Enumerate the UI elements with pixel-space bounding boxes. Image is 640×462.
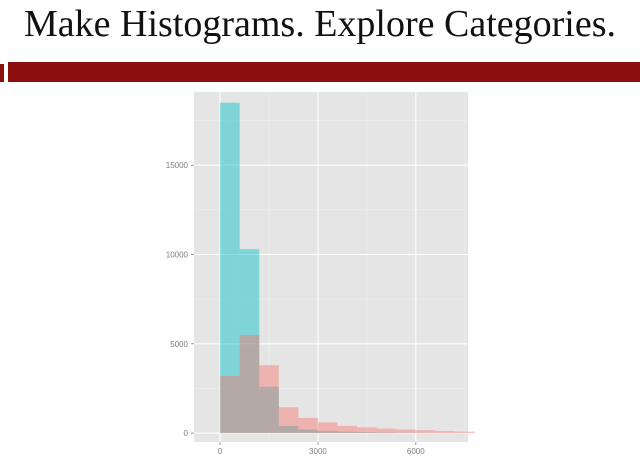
- plot-panel: [194, 92, 468, 442]
- histogram-bar-series-2: [298, 417, 318, 434]
- y-tick-label: 5000: [170, 340, 188, 349]
- histogram-bar-series-1: [357, 432, 377, 434]
- histogram-bar-series-2: [239, 334, 260, 434]
- x-tick-label: 6000: [407, 447, 425, 456]
- histogram-bar-series-1: [337, 431, 358, 434]
- histogram-bar-series-2: [454, 431, 475, 434]
- histogram-bar-series-1: [278, 425, 299, 434]
- histogram-bar-series-2: [415, 430, 436, 434]
- title-rule: [8, 62, 640, 82]
- histogram-bar-series-2: [396, 429, 416, 434]
- histogram-bar-series-1: [259, 386, 279, 434]
- title-rule-mark: [0, 64, 4, 82]
- histogram-bar-series-2: [220, 375, 240, 434]
- histogram-bar-series-2: [337, 425, 358, 434]
- histogram-bar-series-2: [376, 428, 397, 434]
- x-tick-label: 3000: [309, 447, 327, 456]
- histogram-bar-series-2: [278, 407, 299, 434]
- histogram-bar-series-2: [435, 431, 455, 434]
- y-tick-label: 10000: [166, 251, 189, 260]
- x-tick-label: 0: [218, 447, 223, 456]
- histogram-bar-series-1: [220, 102, 240, 434]
- y-tick-label: 0: [184, 429, 189, 438]
- slide-title: Make Histograms. Explore Categories.: [23, 3, 617, 45]
- histogram-bar-series-1: [298, 429, 318, 434]
- histogram-bar-series-1: [239, 249, 260, 434]
- histogram-bar-series-2: [259, 365, 279, 434]
- histogram-bar-series-1: [317, 430, 338, 434]
- y-tick-label: 15000: [166, 161, 189, 170]
- histogram-bar-series-2: [357, 427, 377, 434]
- histogram-bar-series-2: [317, 422, 338, 434]
- histogram-bar-series-1: [376, 432, 397, 434]
